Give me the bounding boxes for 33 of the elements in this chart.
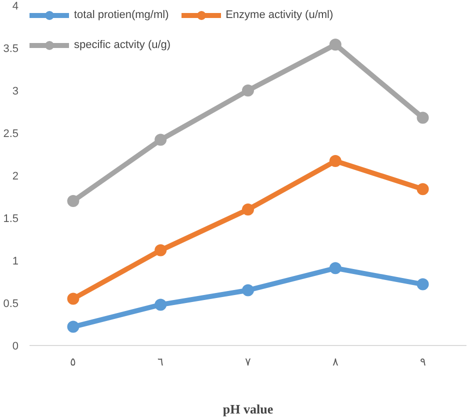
- point: [154, 134, 167, 146]
- y-tick-label: 4: [12, 0, 19, 12]
- x-tick-label: ٨: [332, 356, 338, 368]
- y-tick-label: 2.5: [3, 128, 19, 140]
- y-tick-label: 2: [12, 170, 19, 182]
- y-tick-label: 1: [12, 256, 19, 268]
- point: [329, 155, 342, 168]
- y-tick-label: 1.5: [3, 213, 19, 225]
- point: [329, 262, 342, 274]
- point: [67, 292, 80, 305]
- point: [67, 195, 80, 207]
- point: [416, 183, 429, 196]
- x-tick-label: ٦: [158, 356, 164, 368]
- point: [416, 278, 429, 290]
- x-tick-label: ٩: [420, 356, 426, 368]
- point: [154, 298, 167, 311]
- point: [154, 244, 167, 256]
- y-tick-label: 0.5: [3, 298, 19, 310]
- y-tick-label: 3.5: [3, 43, 19, 55]
- point: [416, 112, 429, 124]
- point: [242, 284, 254, 296]
- point: [67, 320, 80, 333]
- point: [242, 84, 254, 96]
- legend-label: total protien(mg/ml): [74, 9, 169, 21]
- y-tick-label: 3: [12, 86, 19, 98]
- point: [242, 204, 254, 216]
- legend-label: specific actvity (u/g): [74, 39, 171, 51]
- point: [329, 38, 342, 51]
- legend-label: Enzyme activity (u/ml): [226, 9, 334, 21]
- y-tick-label: 0: [12, 340, 19, 352]
- x-axis-title: pH value: [222, 402, 274, 416]
- x-tick-label: ٧: [245, 356, 251, 368]
- x-tick-label: ٥: [70, 356, 76, 368]
